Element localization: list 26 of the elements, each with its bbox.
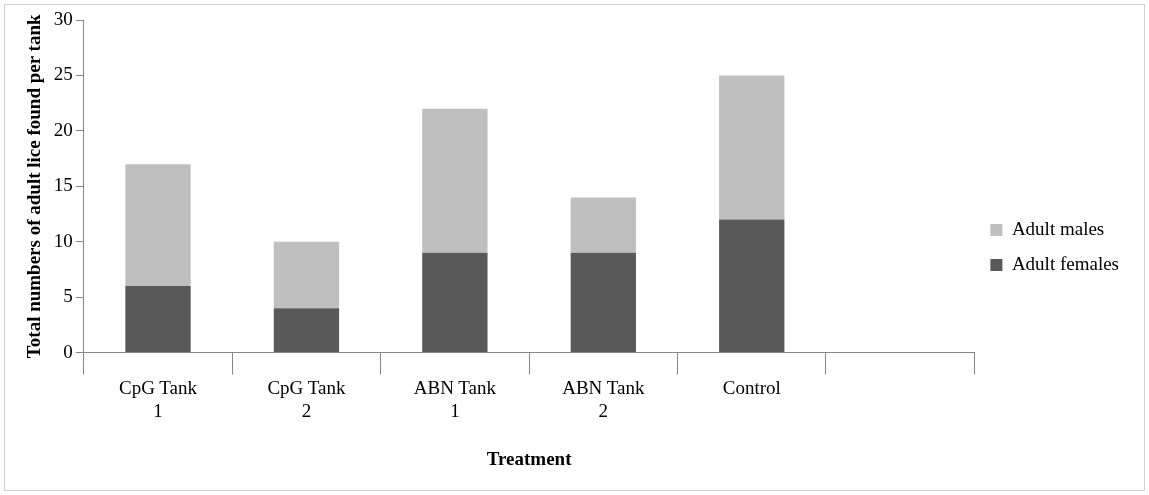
bar	[719, 75, 785, 220]
x-tick-label: CpG Tank 1	[119, 376, 198, 421]
bar	[125, 164, 191, 287]
bar	[422, 252, 488, 353]
x-tick-label: Control	[722, 376, 781, 398]
bar	[125, 286, 191, 353]
y-tick-label: 30	[53, 7, 73, 29]
legend-label: Adult females	[1011, 252, 1119, 274]
y-tick-label: 0	[63, 340, 73, 362]
bar	[570, 252, 636, 353]
y-axis-title: Total numbers of adult lice found per tank	[23, 14, 45, 359]
x-tick-label: CpG Tank 2	[267, 376, 346, 421]
legend-label: Adult males	[1011, 217, 1105, 239]
x-axis-title: Treatment	[486, 447, 573, 469]
bar	[570, 197, 636, 253]
bar	[273, 308, 340, 353]
bar	[273, 241, 340, 309]
y-tick-label: 5	[63, 285, 73, 307]
y-tick-label: 15	[53, 174, 73, 196]
y-tick-label: 10	[53, 229, 73, 251]
y-tick-label: 20	[53, 118, 73, 140]
x-tick-label: ABN Tank 1	[413, 376, 497, 421]
x-tick-label: ABN Tank 2	[562, 376, 645, 421]
bar	[719, 219, 785, 353]
bar	[422, 108, 488, 253]
y-tick-label: 25	[53, 63, 73, 85]
